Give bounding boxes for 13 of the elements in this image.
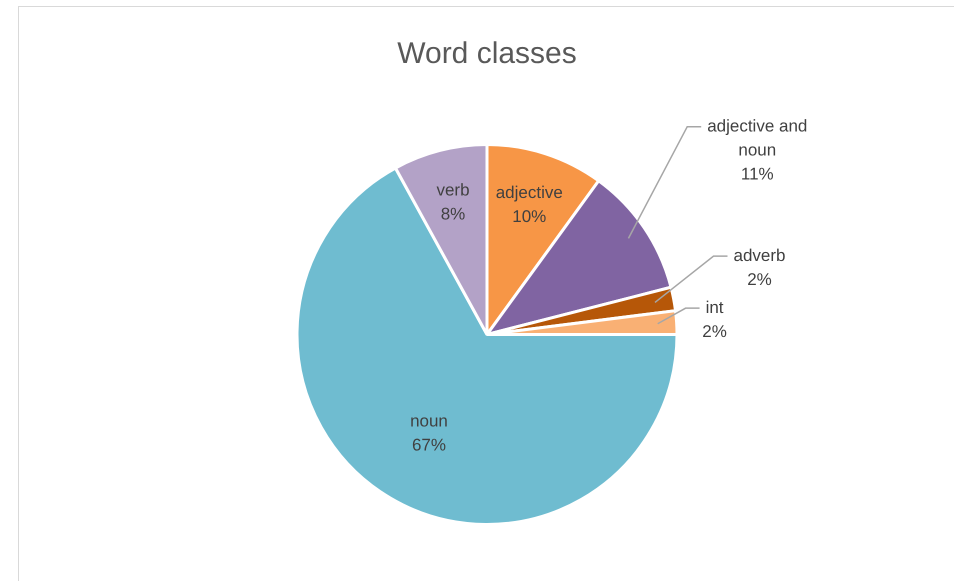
slice-label: adjective [496, 183, 563, 202]
data-label: 67% [412, 435, 446, 454]
data-label: 8% [440, 204, 466, 224]
slice-label: verb [436, 180, 470, 200]
slice-label: noun [410, 411, 448, 430]
data-label: 2% [702, 322, 727, 341]
slice-label: adverb [733, 246, 786, 265]
chart-title: Word classes [396, 37, 578, 71]
data-label: 10% [512, 207, 546, 226]
slice-label: adjective and noun [707, 116, 808, 160]
slice-label: int [706, 298, 724, 317]
data-label: 2% [747, 270, 772, 289]
data-label: 11% [740, 164, 774, 184]
